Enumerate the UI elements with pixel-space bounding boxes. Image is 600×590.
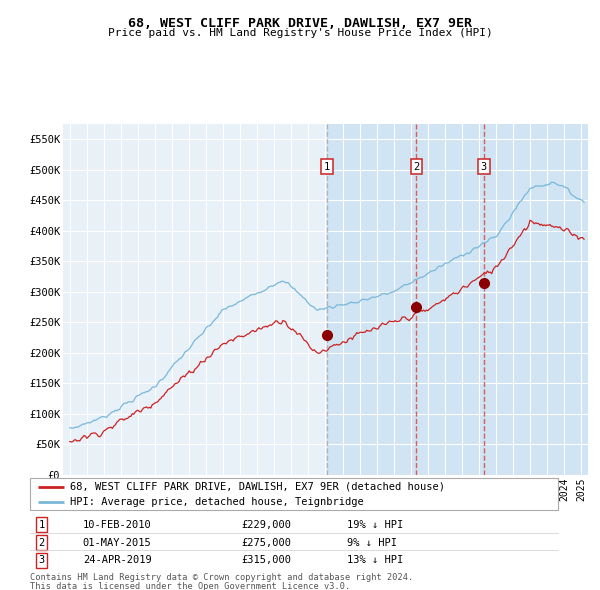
Bar [327, 124, 588, 475]
Text: HPI: Average price, detached house, Teignbridge: HPI: Average price, detached house, Teig… [70, 497, 364, 507]
Text: 01-MAY-2015: 01-MAY-2015 [83, 537, 152, 548]
Text: 19% ↓ HPI: 19% ↓ HPI [347, 520, 403, 530]
Text: 9% ↓ HPI: 9% ↓ HPI [347, 537, 397, 548]
Text: 68, WEST CLIFF PARK DRIVE, DAWLISH, EX7 9ER: 68, WEST CLIFF PARK DRIVE, DAWLISH, EX7 … [128, 17, 472, 30]
Text: 2: 2 [38, 537, 45, 548]
Text: £229,000: £229,000 [241, 520, 291, 530]
Text: 13% ↓ HPI: 13% ↓ HPI [347, 555, 403, 565]
FancyBboxPatch shape [30, 478, 558, 510]
Text: 3: 3 [481, 162, 487, 172]
Text: Contains HM Land Registry data © Crown copyright and database right 2024.: Contains HM Land Registry data © Crown c… [30, 573, 413, 582]
Text: 68, WEST CLIFF PARK DRIVE, DAWLISH, EX7 9ER (detached house): 68, WEST CLIFF PARK DRIVE, DAWLISH, EX7 … [70, 481, 445, 491]
Text: 1: 1 [324, 162, 331, 172]
Text: 3: 3 [38, 555, 45, 565]
Text: £315,000: £315,000 [241, 555, 291, 565]
Text: Price paid vs. HM Land Registry's House Price Index (HPI): Price paid vs. HM Land Registry's House … [107, 28, 493, 38]
Text: This data is licensed under the Open Government Licence v3.0.: This data is licensed under the Open Gov… [30, 582, 350, 590]
Text: 24-APR-2019: 24-APR-2019 [83, 555, 152, 565]
Text: 2: 2 [413, 162, 419, 172]
Text: £275,000: £275,000 [241, 537, 291, 548]
Text: 10-FEB-2010: 10-FEB-2010 [83, 520, 152, 530]
Text: 1: 1 [38, 520, 45, 530]
